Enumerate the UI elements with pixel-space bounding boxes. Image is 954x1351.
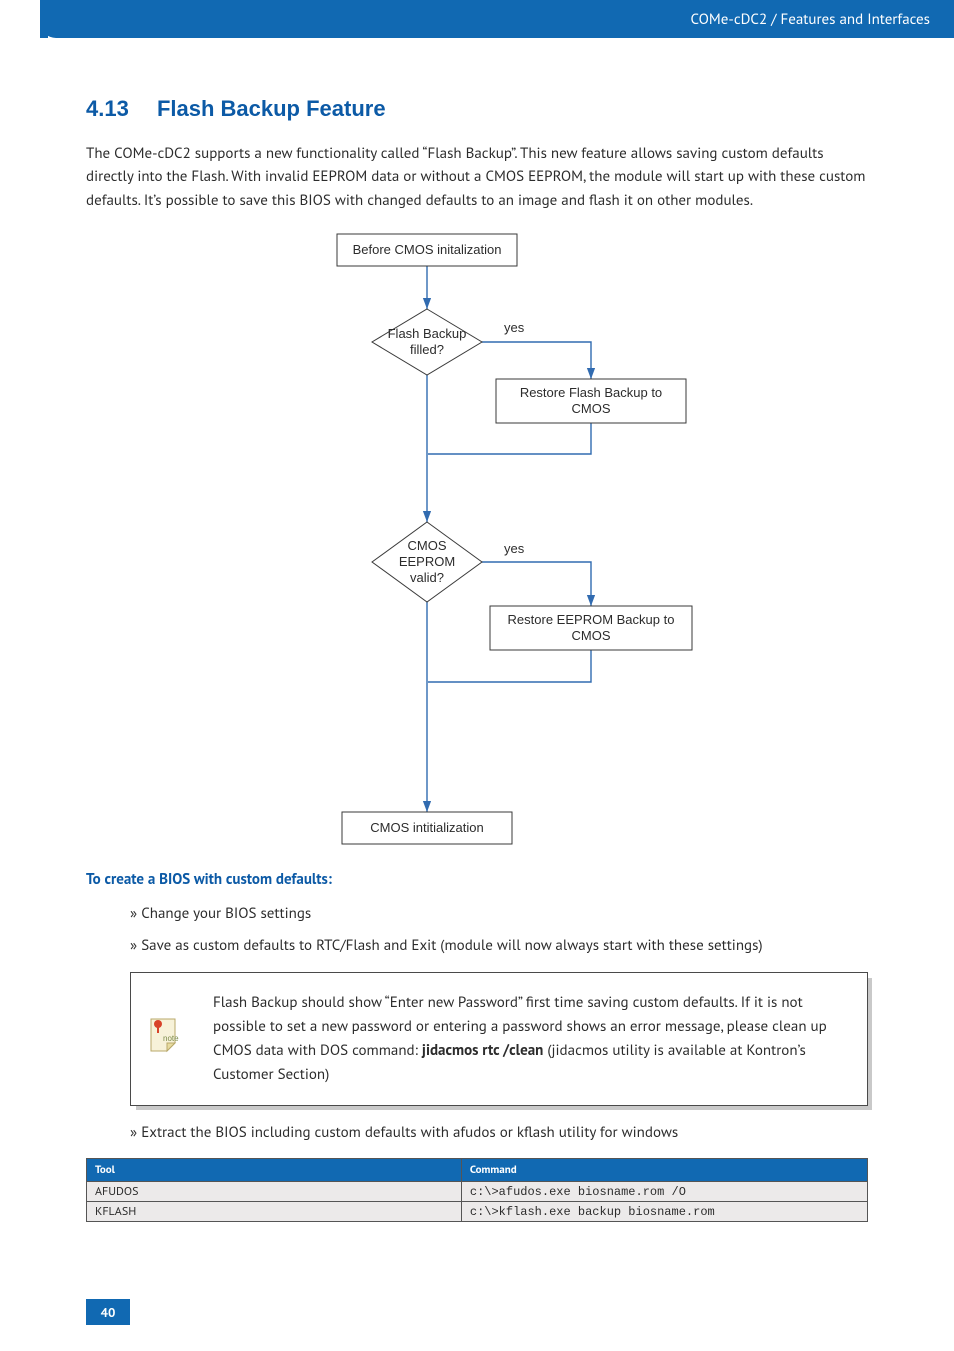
steps-list-b: Extract the BIOS including custom defaul… — [86, 1122, 868, 1145]
svg-text:Restore Flash Backup to: Restore Flash Backup to — [520, 385, 662, 400]
table-header: Tool — [87, 1159, 462, 1182]
svg-text:CMOS: CMOS — [408, 538, 447, 553]
table-header: Command — [461, 1159, 867, 1182]
note-box: note Flash Backup should show “Enter new… — [130, 972, 868, 1106]
subheading: To create a BIOS with custom defaults: — [86, 870, 868, 889]
svg-text:CMOS: CMOS — [572, 401, 611, 416]
table-cell: AFUDOS — [87, 1182, 462, 1202]
section-title: Flash Backup Feature — [157, 96, 386, 121]
note-command: jidacmos rtc /clean — [422, 1041, 543, 1060]
svg-text:EEPROM: EEPROM — [399, 554, 455, 569]
page-header: COMe-cDC2 / Features and Interfaces — [40, 0, 954, 38]
svg-text:CMOS intitialization: CMOS intitialization — [370, 820, 483, 835]
flowchart-container: yes yes Before CMOS initalization Flash Bac… — [86, 224, 868, 864]
section-number: 4.13 — [86, 96, 129, 122]
svg-text:Before CMOS initalization: Before CMOS initalization — [353, 242, 502, 257]
list-item: Extract the BIOS including custom defaul… — [130, 1122, 868, 1145]
breadcrumb: COMe-cDC2 / Features and Interfaces — [691, 10, 931, 29]
svg-text:yes: yes — [504, 320, 525, 335]
list-item: Save as custom defaults to RTC/Flash and… — [130, 935, 868, 958]
page-number-badge: 40 — [86, 1299, 130, 1325]
svg-text:Restore EEPROM Backup to: Restore EEPROM Backup to — [508, 612, 675, 627]
page-number: 40 — [101, 1304, 116, 1321]
flowchart: yes yes Before CMOS initalization Flash Bac… — [242, 224, 712, 864]
table-cell: c:\>afudos.exe biosname.rom /O — [461, 1182, 867, 1202]
list-item: Change your BIOS settings — [130, 903, 868, 926]
table-row: KFLASHc:\>kflash.exe backup biosname.rom — [87, 1202, 868, 1222]
svg-text:filled?: filled? — [410, 342, 444, 357]
command-table: ToolCommandAFUDOSc:\>afudos.exe biosname… — [86, 1158, 868, 1222]
steps-list-a: Change your BIOS settings Save as custom … — [86, 903, 868, 958]
svg-text:Flash Backup: Flash Backup — [388, 326, 467, 341]
note-icon-label: note — [163, 1034, 179, 1043]
note-text: Flash Backup should show “Enter new Pass… — [213, 991, 847, 1087]
table-row: AFUDOSc:\>afudos.exe biosname.rom /O — [87, 1182, 868, 1202]
table-cell: KFLASH — [87, 1202, 462, 1222]
page-content: 4.13 Flash Backup Feature The COMe-cDC2 … — [0, 38, 954, 1222]
svg-text:yes: yes — [504, 541, 525, 556]
header-left-accent — [40, 0, 48, 38]
section-heading: 4.13 Flash Backup Feature — [86, 96, 868, 122]
svg-text:CMOS: CMOS — [572, 628, 611, 643]
svg-text:valid?: valid? — [410, 570, 444, 585]
table-cell: c:\>kflash.exe backup biosname.rom — [461, 1202, 867, 1222]
note-icon: note — [145, 1013, 185, 1053]
intro-paragraph: The COMe-cDC2 supports a new functionali… — [86, 142, 868, 212]
